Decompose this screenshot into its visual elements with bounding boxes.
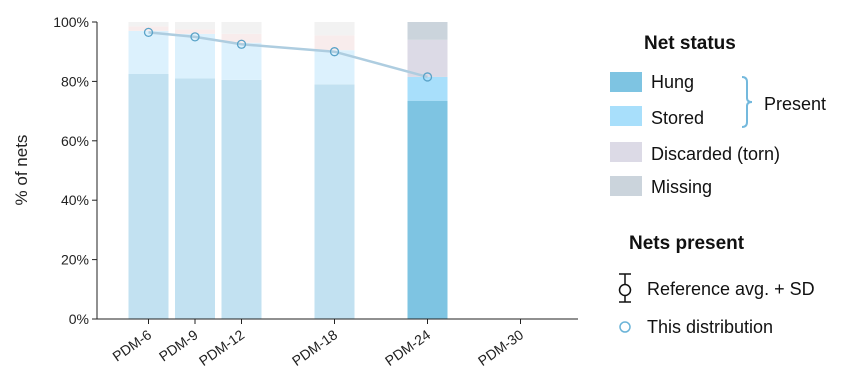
bar-segment-missing-pdm-24 xyxy=(407,22,448,40)
y-tick-label: 100% xyxy=(53,14,89,30)
bar-segment-missing-pdm-18 xyxy=(314,22,355,36)
legend-label-reference: Reference avg. + SD xyxy=(647,279,815,299)
y-tick-label: 0% xyxy=(69,311,89,327)
legend: Net status Hung Stored Discarded (torn) … xyxy=(610,33,826,337)
y-tick-label: 60% xyxy=(61,133,89,149)
x-tick-label: PDM-9 xyxy=(156,326,201,364)
legend-label-discarded: Discarded (torn) xyxy=(651,144,780,164)
y-axis-label: % of nets xyxy=(12,135,31,206)
bar-segment-missing-pdm-6 xyxy=(128,22,169,27)
bar-segment-discarded-torn-pdm-24 xyxy=(407,39,448,77)
legend-label-stored: Stored xyxy=(651,108,704,128)
presence-point-pdm-24 xyxy=(422,72,433,82)
bar-segment-hung-pdm-24 xyxy=(407,100,448,319)
present-bracket-icon xyxy=(741,76,753,128)
bar-segment-discarded-torn-pdm-12 xyxy=(221,33,262,43)
y-tick-label: 40% xyxy=(61,192,89,208)
bar-segment-hung-pdm-9 xyxy=(175,78,215,320)
bar-segment-missing-pdm-9 xyxy=(175,22,215,30)
legend-present-label: Present xyxy=(764,94,826,114)
x-tick-label: PDM-12 xyxy=(196,326,247,369)
bar-segment-hung-pdm-12 xyxy=(221,79,262,319)
bar-segment-stored-pdm-6 xyxy=(128,30,169,74)
bar-segment-hung-pdm-18 xyxy=(314,84,355,320)
y-ticks: 0% 20% 40% 60% 80% 100% xyxy=(53,14,97,327)
x-tick-label: PDM-6 xyxy=(109,326,154,364)
bar-segment-discarded-torn-pdm-18 xyxy=(314,35,355,51)
legend-label-hung: Hung xyxy=(651,72,694,92)
presence-point-pdm-9 xyxy=(190,32,200,42)
presence-line-path xyxy=(148,31,428,79)
bar-segment-missing-pdm-12 xyxy=(221,22,262,34)
bars xyxy=(128,22,448,320)
legend-title-present: Nets present xyxy=(629,233,745,254)
bar-segment-stored-pdm-12 xyxy=(221,42,262,80)
legend-label-missing: Missing xyxy=(651,177,712,197)
reference-errorbar-icon xyxy=(618,273,632,303)
legend-title-status: Net status xyxy=(644,33,736,54)
x-tick-label: PDM-30 xyxy=(475,326,526,369)
bar-segment-hung-pdm-6 xyxy=(128,73,169,319)
presence-line xyxy=(143,27,433,82)
legend-swatch-hung xyxy=(610,72,642,92)
presence-point-pdm-12 xyxy=(236,39,247,49)
bar-segment-stored-pdm-24 xyxy=(407,76,448,101)
y-tick-label: 20% xyxy=(61,252,89,268)
presence-point-pdm-6 xyxy=(143,27,154,38)
x-tick-label: PDM-18 xyxy=(289,326,340,369)
legend-swatch-stored xyxy=(610,106,642,126)
presence-point-pdm-18 xyxy=(329,47,340,57)
this-distribution-marker-icon xyxy=(619,321,631,333)
legend-swatch-missing xyxy=(610,176,642,196)
y-tick-label: 80% xyxy=(61,73,89,89)
legend-label-this-distribution: This distribution xyxy=(647,317,773,337)
x-tick-label: PDM-24 xyxy=(382,326,433,369)
bar-segment-discarded-torn-pdm-9 xyxy=(175,29,215,34)
legend-swatch-discarded xyxy=(610,142,642,162)
